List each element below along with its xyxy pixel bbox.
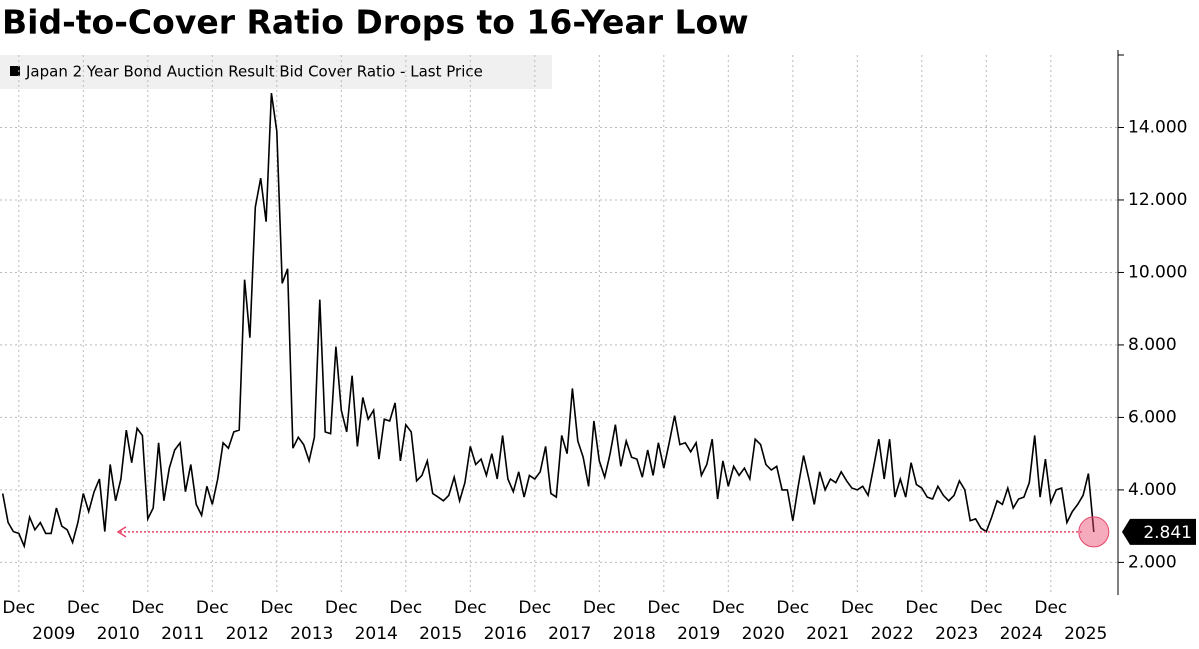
year-label: 2015	[419, 624, 462, 644]
x-tick-label: Dec	[776, 598, 809, 618]
chart-title: Bid-to-Cover Ratio Drops to 16-Year Low	[2, 3, 749, 42]
year-label: 2010	[97, 624, 140, 644]
y-tick-label: 14.000	[1128, 117, 1187, 137]
last-value-label: 2.841	[1143, 523, 1192, 543]
year-label: 2020	[742, 624, 785, 644]
year-label: 2018	[613, 624, 656, 644]
x-tick-label: Dec	[1034, 598, 1067, 618]
y-tick-label: 4.000	[1128, 480, 1177, 500]
y-tick-label: 8.000	[1128, 335, 1177, 355]
year-label: 2023	[935, 624, 978, 644]
x-tick-label: Dec	[841, 598, 874, 618]
legend-label: Japan 2 Year Bond Auction Result Bid Cov…	[25, 63, 483, 81]
x-tick-label: Dec	[454, 598, 487, 618]
year-label: 2017	[548, 624, 591, 644]
x-tick-label: Dec	[583, 598, 616, 618]
highlight-marker	[1078, 516, 1110, 548]
x-tick-label: Dec	[712, 598, 745, 618]
data-line	[1, 92, 1095, 549]
x-tick-label: Dec	[260, 598, 293, 618]
y-tick-label: 10.000	[1128, 262, 1187, 282]
x-tick-label: Dec	[131, 598, 164, 618]
year-label: 2013	[290, 624, 333, 644]
year-label: 2009	[32, 624, 75, 644]
x-tick-label: Dec	[905, 598, 938, 618]
x-tick-label: Dec	[67, 598, 100, 618]
year-label: 2025	[1064, 624, 1107, 644]
legend-swatch	[10, 66, 20, 76]
y-tick-label: 6.000	[1128, 407, 1177, 427]
x-tick-label: Dec	[970, 598, 1003, 618]
y-tick-label: 12.000	[1128, 190, 1187, 210]
arrow-head	[116, 526, 127, 538]
year-label: 2012	[226, 624, 269, 644]
x-tick-label: Dec	[2, 598, 35, 618]
last-value-box	[1122, 518, 1196, 545]
year-label: 2011	[161, 624, 204, 644]
x-tick-label: Dec	[647, 598, 680, 618]
year-label: 2016	[484, 624, 527, 644]
x-tick-label: Dec	[389, 598, 422, 618]
x-tick-label: Dec	[196, 598, 229, 618]
year-label: 2021	[806, 624, 849, 644]
x-tick-label: Dec	[518, 598, 551, 618]
year-label: 2014	[355, 624, 398, 644]
x-tick-label: Dec	[325, 598, 358, 618]
year-label: 2022	[871, 624, 914, 644]
y-tick-label: 2.000	[1128, 552, 1177, 572]
year-label: 2024	[1000, 624, 1043, 644]
year-label: 2019	[677, 624, 720, 644]
legend	[0, 55, 552, 89]
